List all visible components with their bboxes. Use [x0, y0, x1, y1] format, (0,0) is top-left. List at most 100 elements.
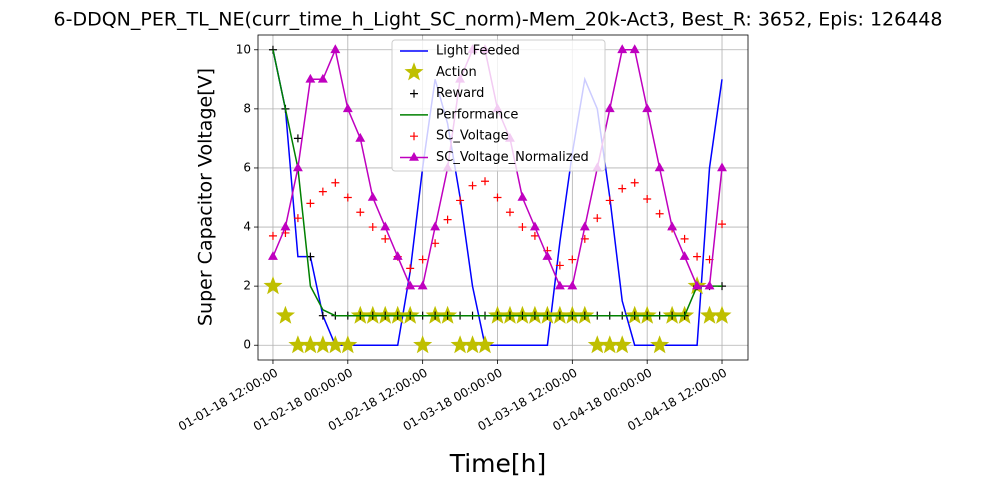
plus-marker	[680, 234, 689, 243]
plus-marker	[468, 181, 477, 190]
legend-label: Performance	[436, 107, 518, 122]
triangle-marker	[405, 280, 416, 290]
legend-label: Action	[436, 65, 477, 80]
star-marker	[450, 335, 470, 354]
triangle-marker	[517, 192, 528, 201]
legend-label: SC_Voltage	[436, 129, 509, 144]
legend-plus	[410, 89, 418, 98]
plus-marker	[655, 209, 664, 218]
plus-marker	[318, 311, 327, 320]
plus-marker	[618, 184, 627, 193]
plus-marker	[530, 231, 539, 240]
triangle-marker	[342, 103, 353, 113]
star-marker	[712, 305, 732, 324]
plus-marker	[343, 193, 352, 202]
plus-marker	[505, 208, 514, 217]
triangle-marker	[692, 280, 703, 290]
triangle-marker	[317, 73, 328, 83]
plus-marker	[293, 134, 302, 143]
legend-box	[391, 39, 606, 172]
plus-marker	[593, 214, 602, 223]
star-marker	[288, 335, 308, 354]
star-marker	[300, 335, 320, 354]
plus-marker	[518, 223, 527, 232]
series-line	[272, 49, 722, 317]
triangle-marker	[717, 162, 727, 172]
triangle-marker	[567, 280, 578, 290]
plus-marker	[568, 255, 577, 264]
plus-marker	[693, 252, 702, 261]
legend-label: Reward	[436, 86, 484, 101]
y-tick-label: 10	[236, 42, 251, 56]
y-tick-label: 2	[243, 279, 251, 293]
star-marker	[700, 305, 720, 324]
plus-marker	[718, 220, 727, 229]
chart-title: 6-DDQN_PER_TL_NE(curr_time_h_Light_SC_no…	[54, 9, 943, 31]
star-marker	[463, 335, 483, 354]
triangle-marker	[268, 251, 278, 260]
y-tick-label: 0	[243, 338, 251, 352]
star-marker	[475, 335, 495, 354]
plus-marker	[456, 196, 465, 205]
triangle-marker	[355, 132, 366, 142]
legend-plus	[410, 132, 418, 141]
star-marker	[338, 335, 358, 354]
legend-label: SC_Voltage_Normalized	[436, 150, 589, 165]
plus-marker	[381, 234, 390, 243]
triangle-marker	[280, 221, 291, 231]
star-marker	[650, 335, 670, 354]
star-marker	[325, 335, 345, 354]
plus-marker	[418, 255, 427, 264]
plus-marker	[493, 193, 502, 202]
plus-marker	[318, 187, 327, 196]
triangle-marker	[554, 280, 565, 290]
star-marker	[313, 335, 333, 354]
y-tick-label: 4	[243, 220, 251, 234]
plus-marker	[268, 231, 277, 240]
plus-marker	[331, 178, 340, 187]
triangle-marker	[617, 44, 628, 54]
plus-marker	[431, 239, 440, 248]
triangle-marker	[654, 162, 665, 172]
y-tick-label: 8	[243, 101, 251, 115]
triangle-marker	[392, 251, 403, 260]
triangle-marker	[704, 280, 715, 290]
plus-marker	[406, 264, 415, 273]
triangle-marker	[330, 44, 341, 54]
star-marker	[413, 335, 433, 354]
triangle-marker	[292, 162, 303, 172]
legend-star	[404, 62, 424, 81]
triangle-marker	[430, 221, 441, 231]
legend: Light Feeded Action Reward Performance SC_Vo…	[391, 39, 606, 172]
plus-marker	[356, 208, 365, 217]
y-axis-label: Super Capacitor Voltage[V]	[195, 68, 217, 326]
star-marker	[612, 335, 632, 354]
triangle-marker	[529, 221, 540, 231]
plus-marker	[555, 261, 564, 270]
star-marker	[587, 335, 607, 354]
triangle-marker	[367, 192, 378, 201]
y-tick-label: 6	[243, 160, 251, 174]
plus-marker	[605, 196, 614, 205]
triangle-marker	[642, 103, 653, 113]
plus-marker	[293, 214, 302, 223]
legend-triangle	[409, 152, 419, 161]
plus-marker	[481, 177, 490, 186]
star-marker	[275, 305, 295, 324]
plus-marker	[306, 199, 315, 208]
triangle-marker	[305, 73, 316, 83]
star-marker	[263, 276, 283, 295]
plus-marker	[643, 194, 652, 203]
triangle-marker	[604, 103, 615, 113]
triangle-marker	[542, 251, 553, 260]
x-axis-label: Time[h]	[449, 449, 547, 478]
legend-label: Light Feeded	[436, 44, 520, 59]
triangle-marker	[417, 280, 428, 290]
plus-marker	[630, 178, 639, 187]
plot-frame	[257, 34, 749, 361]
star-marker	[600, 335, 620, 354]
triangle-marker	[380, 221, 391, 231]
triangle-marker	[579, 221, 590, 231]
plus-marker	[443, 215, 452, 224]
plus-marker	[368, 223, 377, 232]
